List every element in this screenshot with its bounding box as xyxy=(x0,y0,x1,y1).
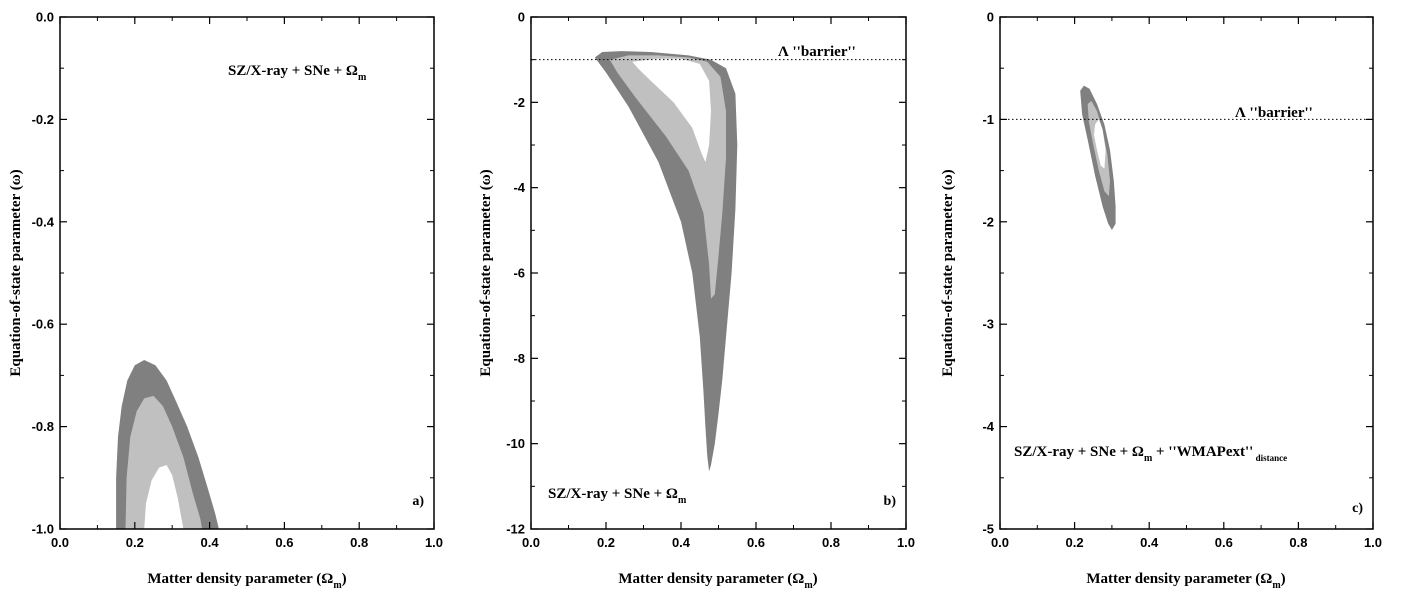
x-tick-label: 0.4 xyxy=(201,535,220,550)
x-tick-label: 0.4 xyxy=(1140,535,1159,550)
x-axis-label: Matter density parameter (Ωm) xyxy=(618,571,817,591)
dataset-annotation: SZ/X-ray + SNe + Ωm xyxy=(228,63,367,83)
y-tick-label: -4 xyxy=(513,180,525,195)
panel-label: c) xyxy=(1352,501,1363,516)
chart-panel-1: 0.0 0.2 0.4 0.6 0.8 1.0 -1.0 -0.8 -0.6 -0.4 -0.2 0.… xyxy=(8,10,443,592)
confidence-contours xyxy=(1080,85,1116,230)
y-axis-label: Equation-of-state parameter (ω) xyxy=(478,169,494,376)
plot-frame xyxy=(59,16,435,530)
x-tick-label: 0.2 xyxy=(597,535,615,550)
y-axis-label: Equation-of-state parameter (ω) xyxy=(8,169,24,376)
y-tick-label: -0.4 xyxy=(32,214,55,229)
contour-middle xyxy=(125,395,203,529)
y-tick-label: -3 xyxy=(982,317,994,332)
y-tick-label: 0 xyxy=(987,10,994,25)
y-tick-label: -8 xyxy=(513,351,525,366)
x-tick-label: 0.4 xyxy=(672,535,691,550)
lambda-barrier-label: Λ ''barrier'' xyxy=(1235,105,1313,121)
x-axis-label: Matter density parameter (Ωm) xyxy=(147,571,346,591)
y-axis-label: Equation-of-state parameter (ω) xyxy=(940,169,956,376)
chart-panel-3: Λ ''barrier'' 0.0 0.2 0.4 0.6 0.8 1.0 -5 -4 -3 -2 -… xyxy=(940,10,1382,592)
y-tick-label: 0.0 xyxy=(36,10,54,25)
panel-label: b) xyxy=(884,494,897,509)
y-tick-label: -12 xyxy=(506,522,525,537)
y-tick-label: -6 xyxy=(513,266,525,281)
x-tick-label: 0.6 xyxy=(747,535,765,550)
x-axis-label: Matter density parameter (Ωm) xyxy=(1086,571,1285,591)
y-tick-label: -10 xyxy=(506,436,525,451)
x-tick-label: 0.2 xyxy=(1066,535,1084,550)
x-tick-label: 0.8 xyxy=(822,535,840,550)
y-tick-label: -0.2 xyxy=(32,112,54,127)
x-tick-label: 1.0 xyxy=(1364,535,1382,550)
y-tick-label: -1.0 xyxy=(32,522,54,537)
x-tick-label: 0.0 xyxy=(51,535,69,550)
y-tick-label: -5 xyxy=(982,522,994,537)
y-tick-label: -1 xyxy=(982,112,994,127)
dataset-annotation: SZ/X-ray + SNe + Ωm + ''WMAPext'' distan… xyxy=(1014,444,1287,464)
x-tick-label: 0.8 xyxy=(350,535,368,550)
panel-label: a) xyxy=(412,494,424,509)
y-tick-label: 0 xyxy=(518,10,525,25)
lambda-barrier-label: Λ ''barrier'' xyxy=(778,44,856,60)
dataset-annotation: SZ/X-ray + SNe + Ωm xyxy=(548,486,687,506)
x-tick-label: 1.0 xyxy=(897,535,915,550)
y-tick-label: -0.8 xyxy=(32,419,54,434)
contour-inner xyxy=(1094,119,1106,169)
x-tick-label: 0.6 xyxy=(275,535,293,550)
x-tick-label: 0.0 xyxy=(991,535,1009,550)
x-tick-label: 0.2 xyxy=(126,535,144,550)
contour-inner xyxy=(144,465,184,529)
confidence-contours xyxy=(116,360,219,529)
y-tick-label: -0.6 xyxy=(32,317,54,332)
x-tick-label: 0.0 xyxy=(522,535,540,550)
y-tick-label: -2 xyxy=(513,95,525,110)
x-tick-label: 1.0 xyxy=(425,535,443,550)
chart-panel-2: Λ ''barrier'' 0.0 0.2 0.4 0.6 0.8 1.0 -12 -10 -8 -… xyxy=(478,10,915,592)
x-tick-label: 0.6 xyxy=(1215,535,1233,550)
contour-inner xyxy=(632,58,711,163)
confidence-contours xyxy=(594,51,738,472)
y-tick-label: -4 xyxy=(982,419,994,434)
x-tick-label: 0.8 xyxy=(1289,535,1307,550)
y-tick-label: -2 xyxy=(982,214,994,229)
